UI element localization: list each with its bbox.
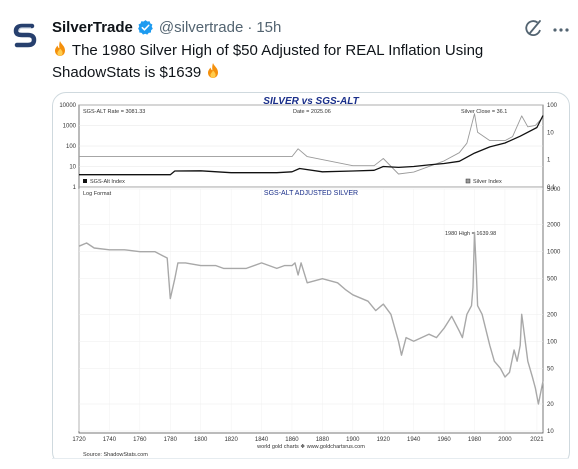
upper-left-tick-label: 1 <box>73 185 77 191</box>
lower-y-tick-label: 50 <box>547 366 554 372</box>
lower-y-tick-label: 200 <box>547 312 558 318</box>
lower-x-tick-label: 1740 <box>103 437 117 443</box>
lower-y-tick-label: 100 <box>547 339 558 345</box>
credit-label: world gold charts ❖ www.goldchartsrus.co… <box>256 444 365 450</box>
upper-right-tick-label: 1 <box>547 158 551 164</box>
fire-emoji-icon <box>52 40 68 57</box>
tweet-header: SilverTrade @silvertrade · 15h <box>52 16 281 38</box>
legend-swatch-silver <box>465 178 471 184</box>
lower-y-tick-label: 500 <box>547 277 558 283</box>
tweet-text-line-2: ShadowStats is $1639 <box>52 64 202 81</box>
upper-chart-title: SILVER vs SGS-ALT <box>263 96 359 107</box>
lower-x-tick-label: 1900 <box>346 437 360 443</box>
lower-x-tick-label: 1760 <box>133 437 147 443</box>
verified-badge-icon <box>137 19 154 36</box>
legend-sgs-alt-index: SGS-Alt Index <box>90 179 125 185</box>
lower-x-tick-label: 1800 <box>194 437 208 443</box>
lower-x-tick-label: 1880 <box>316 437 330 443</box>
lower-x-tick-label: 1820 <box>224 437 238 443</box>
lower-x-tick-label: 1940 <box>407 437 421 443</box>
lower-x-tick-label: 1860 <box>285 437 299 443</box>
source-label: Source: ShadowStats.com <box>83 452 148 458</box>
silver-index-line <box>79 113 544 175</box>
adjusted-silver-line <box>78 231 544 405</box>
lower-chart-title: SGS-ALT ADJUSTED SILVER <box>264 190 358 197</box>
tweet-text-line-1: The 1980 Silver High of $50 Adjusted for… <box>71 42 484 59</box>
lower-y-tick-label: 2000 <box>547 223 561 229</box>
sgs-alt-index-line <box>79 115 544 176</box>
lower-y-tick-label: 5000 <box>547 187 561 193</box>
silver-close-label: Silver Close = 36.1 <box>461 109 507 115</box>
upper-left-tick-label: 10000 <box>59 103 76 109</box>
lower-x-tick-label: 1960 <box>437 437 451 443</box>
lower-x-tick-label: 2021 <box>530 437 544 443</box>
separator-dot: · <box>247 18 253 36</box>
upper-left-tick-label: 10 <box>69 165 76 171</box>
author-name[interactable]: SilverTrade <box>52 18 133 36</box>
lower-y-tick-label: 20 <box>547 402 554 408</box>
fire-emoji-icon <box>205 62 221 79</box>
high-annotation: 1980 High = 1639.98 <box>445 231 496 237</box>
upper-left-tick-label: 1000 <box>63 124 77 130</box>
author-avatar[interactable] <box>8 18 42 52</box>
date-label: Date = 2025.06 <box>293 109 331 115</box>
lower-x-tick-label: 1920 <box>377 437 391 443</box>
author-handle[interactable]: @silvertrade <box>158 18 244 36</box>
sgs-alt-rate-label: SGS-ALT Rate = 3081.33 <box>83 109 145 115</box>
log-format-label: Log Format <box>83 191 112 197</box>
next-tweet-edge <box>52 458 568 469</box>
lower-x-tick-label: 1980 <box>468 437 482 443</box>
tweet-media-image[interactable]: SILVER vs SGS-ALT SGS-ALT Rate = 3081.33… <box>52 92 570 466</box>
lower-x-tick-label: 1720 <box>72 437 86 443</box>
lower-y-tick-label: 10 <box>547 429 554 435</box>
lower-y-tick-label: 1000 <box>547 250 561 256</box>
upper-right-tick-label: 100 <box>547 103 558 109</box>
lower-x-tick-label: 1840 <box>255 437 269 443</box>
tweet-text: The 1980 Silver High of $50 Adjusted for… <box>52 40 552 84</box>
chart-image: SILVER vs SGS-ALT SGS-ALT Rate = 3081.33… <box>59 96 561 458</box>
upper-left-tick-label: 100 <box>66 144 77 150</box>
grok-icon <box>525 20 541 36</box>
legend-silver-index: Silver Index <box>473 179 502 185</box>
more-icon[interactable] <box>552 22 570 36</box>
lower-x-tick-label: 1780 <box>164 437 178 443</box>
grok-button[interactable] <box>524 18 544 43</box>
lower-chart-frame <box>78 186 544 434</box>
legend-swatch-sgs <box>83 179 87 183</box>
upper-right-tick-label: 0.1 <box>547 185 556 191</box>
lower-x-tick-label: 2000 <box>498 437 512 443</box>
silvertrade-logo-icon <box>13 23 37 48</box>
upper-right-tick-label: 10 <box>547 130 554 136</box>
tweet-timestamp[interactable]: 15h <box>256 18 282 36</box>
